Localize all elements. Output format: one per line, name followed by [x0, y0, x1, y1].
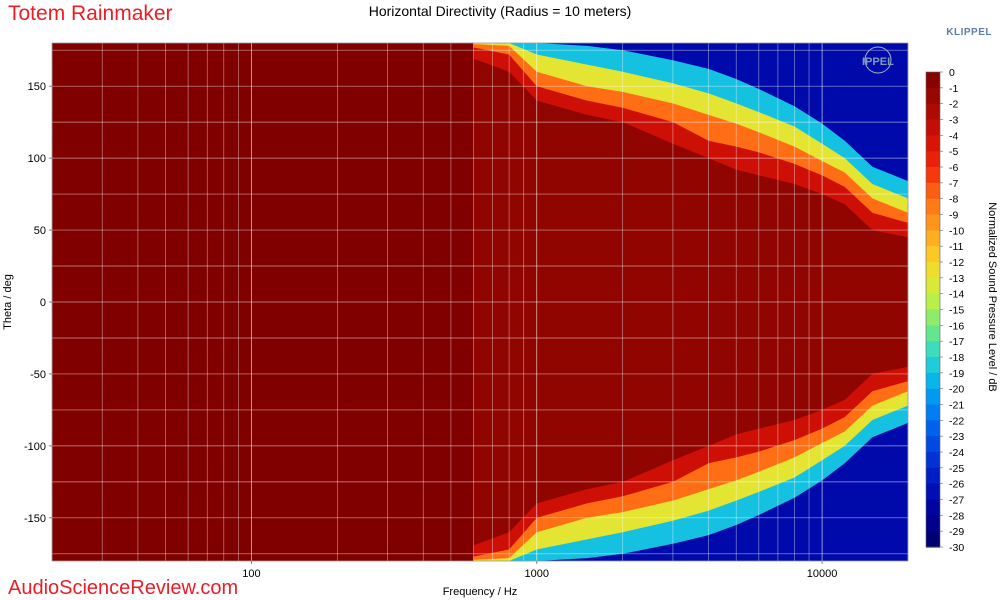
colorbar-segment	[926, 182, 940, 200]
colorbar-segment	[926, 325, 940, 342]
colorbar-segment	[926, 119, 940, 136]
colorbar-segment	[926, 214, 940, 231]
y-tick-label: -50	[30, 369, 46, 381]
colorbar-tick-label: -10	[949, 225, 964, 237]
colorbar-tick-label: -13	[949, 273, 964, 285]
y-tick-label: -100	[24, 441, 46, 453]
chart-title: Horizontal Directivity (Radius = 10 mete…	[368, 3, 632, 19]
colorbar-segment	[926, 135, 940, 152]
colorbar-segment	[926, 357, 940, 374]
colorbar-tick-label: -30	[949, 542, 964, 554]
colorbar-tick-label: -7	[949, 178, 958, 190]
colorbar-tick-label: -4	[949, 130, 958, 142]
colorbar-segment	[926, 388, 940, 406]
inset-logo-text: IPPEL	[862, 56, 894, 68]
colorbar-segment	[926, 483, 940, 501]
inset-logo: IPPEL	[862, 46, 894, 74]
colorbar-tick-label: -20	[949, 384, 964, 396]
colorbar-segment	[926, 515, 940, 532]
colorbar-segment	[926, 262, 940, 279]
watermark: AudioScienceReview.com	[8, 577, 239, 599]
colorbar-tick-label: -14	[949, 289, 964, 301]
colorbar-tick-label: -3	[949, 115, 958, 127]
colorbar-tick-label: -26	[949, 479, 964, 491]
colorbar-segment	[926, 467, 940, 485]
colorbar-segment	[926, 420, 940, 437]
y-axis-label: Theta / deg	[2, 274, 14, 330]
x-tick-label: 100	[242, 568, 260, 580]
colorbar-tick-label: -12	[949, 257, 964, 269]
colorbar-tick-label: -19	[949, 368, 964, 380]
colorbar-segment	[926, 452, 940, 469]
colorbar-segment	[926, 277, 940, 295]
colorbar-segment	[926, 293, 940, 311]
colorbar-tick-label: -21	[949, 400, 964, 412]
colorbar-tick-label: -16	[949, 320, 964, 332]
colorbar-tick-label: -8	[949, 194, 958, 206]
colorbar-segment	[926, 372, 940, 390]
colorbar-tick-label: -29	[949, 526, 964, 538]
y-tick-label: 150	[28, 81, 46, 93]
colorbar-segment	[926, 87, 940, 105]
colorbar-segment	[926, 436, 940, 453]
colorbar-tick-label: 0	[949, 67, 955, 79]
colorbar-segment	[926, 198, 940, 216]
colorbar-tick-label: -22	[949, 415, 964, 427]
colorbar-tick-label: -17	[949, 336, 964, 348]
colorbar-tick-label: -27	[949, 495, 964, 507]
y-tick-label: -150	[24, 513, 46, 525]
colorbar-tick-label: -2	[949, 99, 958, 111]
y-tick-label: 0	[40, 297, 46, 309]
colorbar-tick-label: -11	[949, 241, 964, 253]
colorbar-tick-label: -24	[949, 447, 964, 459]
colorbar-segment	[926, 341, 940, 358]
colorbar-tick-label: -18	[949, 352, 964, 364]
colorbar-tick-label: -25	[949, 463, 964, 475]
colorbar-tick-label: -1	[949, 83, 958, 95]
colorbar-segment	[926, 404, 940, 421]
y-tick-label: 50	[34, 225, 46, 237]
colorbar-segment	[926, 499, 940, 516]
colorbar-segment	[926, 246, 940, 263]
colorbar-segment	[926, 72, 940, 89]
y-tick-label: 100	[28, 153, 46, 165]
colorbar-tick-label: -15	[949, 305, 964, 317]
colorbar-segment	[926, 151, 940, 168]
colorbar-segment	[926, 167, 940, 184]
colorbar-tick-label: -6	[949, 162, 958, 174]
colorbar-segment	[926, 103, 940, 121]
x-tick-label: 1000	[525, 568, 549, 580]
x-tick-label: 10000	[807, 568, 838, 580]
klippel-logo: KLIPPEL	[946, 27, 992, 38]
colorbar-tick-label: -28	[949, 510, 964, 522]
colorbar-tick-label: -9	[949, 210, 958, 222]
x-axis-label: Frequency / Hz	[442, 586, 518, 598]
colorbar-segment	[926, 309, 940, 326]
colorbar-segment	[926, 531, 940, 548]
colorbar-tick-label: -5	[949, 146, 958, 158]
colorbar-tick-label: -23	[949, 431, 964, 443]
colorbar-segment	[926, 230, 940, 247]
brand-title: Totem Rainmaker	[8, 2, 173, 25]
colorbar-label: Normalized Sound Pressure Level / dB	[986, 202, 998, 392]
